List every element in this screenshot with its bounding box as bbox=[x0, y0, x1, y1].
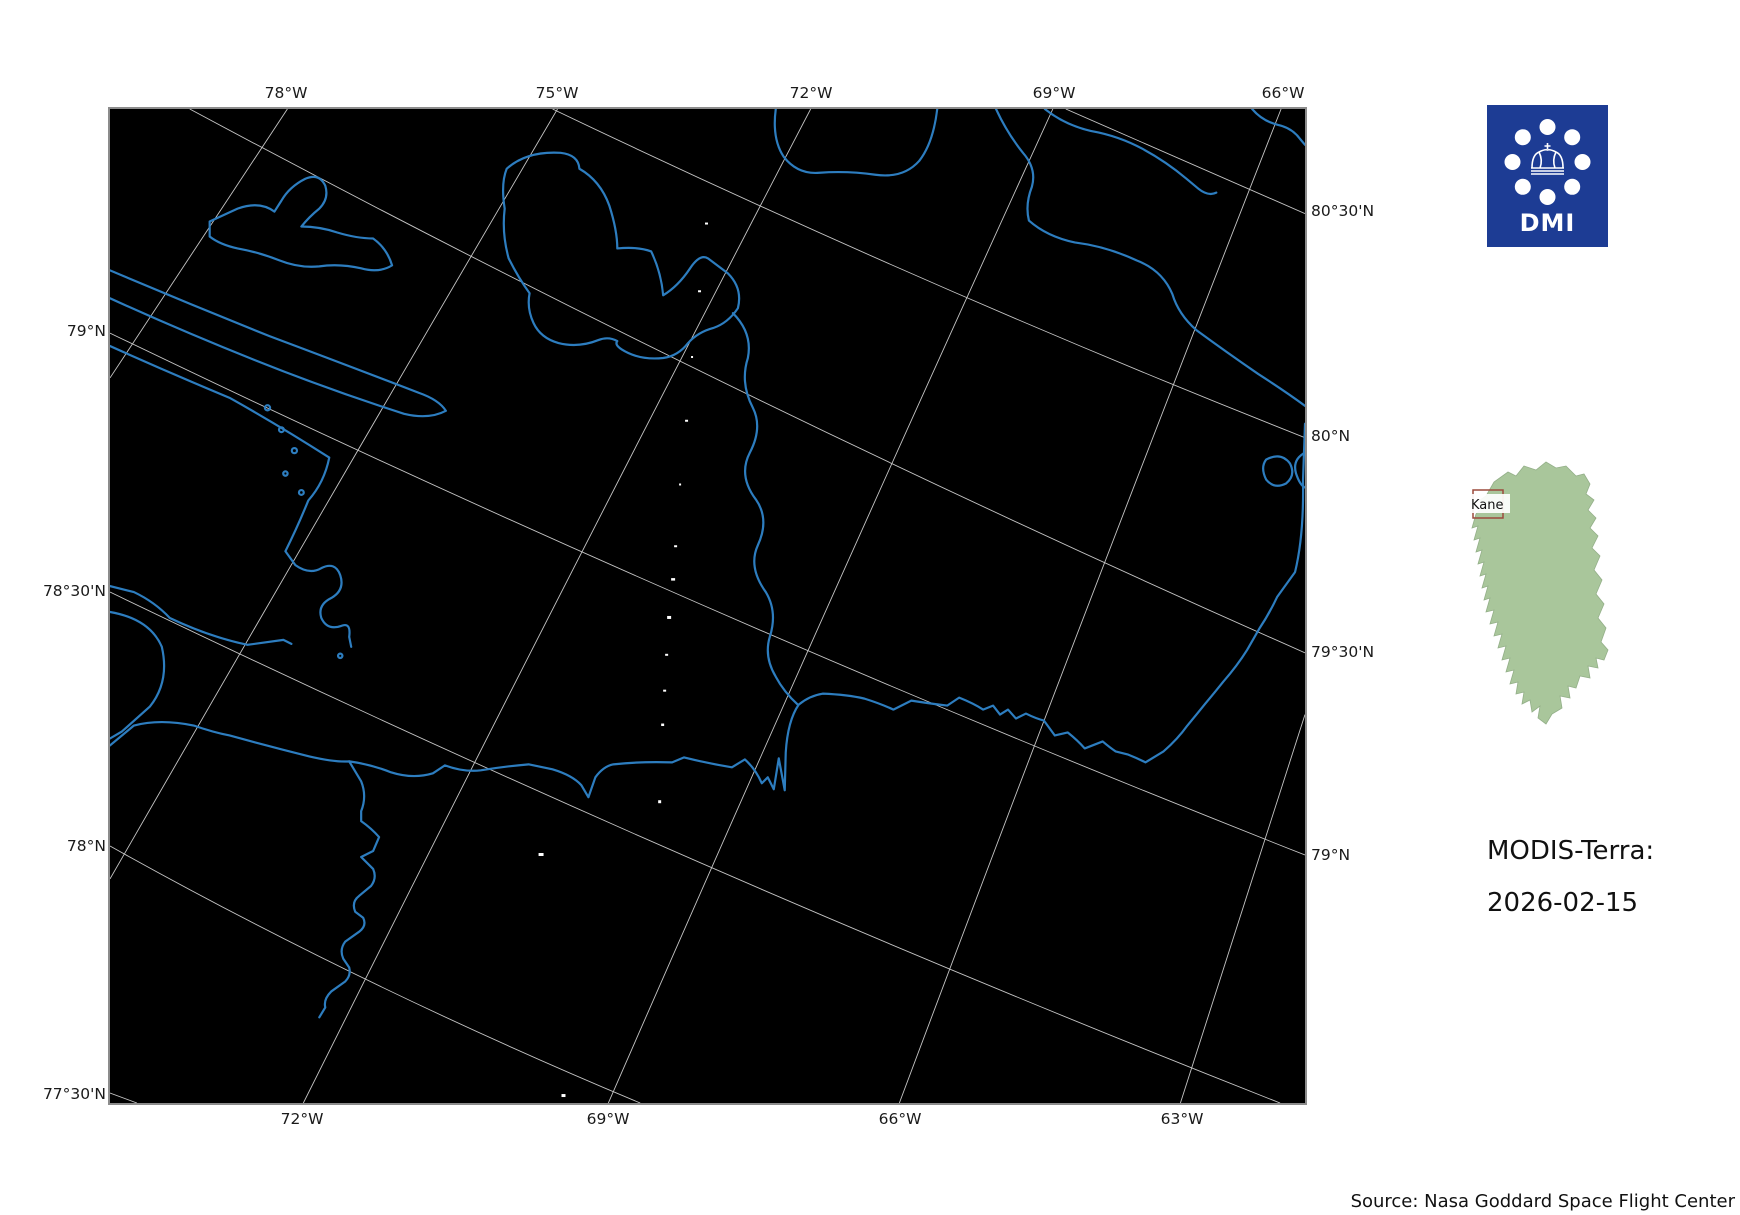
source-credit: Source: Nasa Goddard Space Flight Center bbox=[1350, 1191, 1735, 1212]
axis-label-bottom-66w: 66°W bbox=[878, 1110, 922, 1128]
axis-label-top-72w: 72°W bbox=[789, 84, 833, 102]
coastline-washington-land bbox=[501, 151, 741, 360]
axis-label-top-75w: 75°W bbox=[535, 84, 579, 102]
axis-label-left-79n: 79°N bbox=[66, 322, 106, 340]
kane-label-background bbox=[1468, 494, 1510, 513]
graticule-parallel-79n bbox=[110, 332, 1305, 856]
graticule-meridian-66w bbox=[898, 109, 1282, 1103]
graticule-meridian-63w bbox=[1179, 714, 1305, 1103]
axis-label-bottom-69w: 69°W bbox=[586, 1110, 630, 1128]
graticule bbox=[110, 109, 1305, 1103]
product-title: MODIS-Terra: bbox=[1487, 836, 1655, 866]
axis-label-top-66w: 66°W bbox=[1261, 84, 1305, 102]
coastline-top-inlet bbox=[773, 109, 939, 177]
coastline-islet bbox=[336, 652, 344, 660]
graticule-parallel-7930n bbox=[189, 109, 1305, 654]
satellite-map bbox=[108, 107, 1307, 1105]
axis-label-right-79n: 79°N bbox=[1311, 846, 1351, 864]
coastline-northeast bbox=[994, 109, 1305, 407]
coastline-left-inlet bbox=[110, 584, 293, 646]
coastline-top-right bbox=[1043, 109, 1218, 196]
coastline-islet bbox=[297, 488, 305, 496]
axis-label-left-7830n: 78°30'N bbox=[42, 582, 106, 600]
graticule-meridian-78w bbox=[110, 109, 288, 379]
coastlines bbox=[110, 109, 1305, 1019]
graticule-meridian-72w bbox=[302, 109, 812, 1103]
coastline-south-greenland bbox=[110, 422, 1305, 799]
kane-region-label: Kane bbox=[1471, 498, 1504, 513]
coastline-west-tail bbox=[110, 344, 353, 648]
axis-label-top-69w: 69°W bbox=[1032, 84, 1076, 102]
coastline-left-bulge bbox=[110, 610, 166, 740]
axis-label-right-80n: 80°N bbox=[1311, 427, 1351, 445]
graticule-parallel-7730n bbox=[110, 1092, 138, 1103]
product-date: 2026-02-15 bbox=[1487, 888, 1639, 918]
greenland-silhouette bbox=[1471, 461, 1609, 725]
coastline-channel-east bbox=[731, 312, 799, 706]
greenland-inset-graphic: Kane bbox=[1468, 461, 1609, 725]
ice-specks bbox=[538, 222, 708, 1098]
coastline-island-east bbox=[1262, 455, 1294, 487]
graticule-meridian-75w bbox=[110, 109, 558, 880]
greenland-inset: Kane bbox=[1458, 452, 1638, 742]
coastline-south-fjord bbox=[318, 760, 381, 1019]
axis-label-bottom-63w: 63°W bbox=[1160, 1110, 1204, 1128]
axis-label-top-78w: 78°W bbox=[264, 84, 308, 102]
map-canvas bbox=[110, 109, 1305, 1103]
coastline-fjord-hand bbox=[208, 175, 394, 272]
axis-label-left-78n: 78°N bbox=[66, 837, 106, 855]
coastline-islet bbox=[282, 470, 289, 477]
axis-label-left-7730n: 77°30'N bbox=[42, 1085, 106, 1103]
graticule-parallel-80n bbox=[552, 109, 1305, 439]
graticule-parallel-7830n bbox=[110, 591, 1281, 1103]
graticule-parallel-8030n bbox=[1065, 109, 1305, 214]
axis-label-bottom-72w: 72°W bbox=[280, 1110, 324, 1128]
graticule-meridian-69w bbox=[607, 109, 1054, 1103]
axis-label-right-8030n: 80°30'N bbox=[1311, 202, 1375, 220]
dmi-logo-text: DMI bbox=[1519, 209, 1576, 237]
logo-dots bbox=[1504, 119, 1591, 205]
coastline-islet bbox=[263, 404, 272, 412]
coastline-fjord-ribbon bbox=[110, 269, 447, 418]
graticule-parallel-78n bbox=[110, 845, 641, 1103]
dmi-logo-graphic bbox=[1504, 119, 1591, 205]
dmi-logo: DMI bbox=[1487, 105, 1608, 247]
coastline-top-corner bbox=[1251, 109, 1305, 146]
crown-icon bbox=[1531, 143, 1564, 175]
coastline-islet bbox=[290, 446, 299, 455]
coastline-islet bbox=[277, 426, 285, 434]
axis-label-right-7930n: 79°30'N bbox=[1311, 643, 1375, 661]
